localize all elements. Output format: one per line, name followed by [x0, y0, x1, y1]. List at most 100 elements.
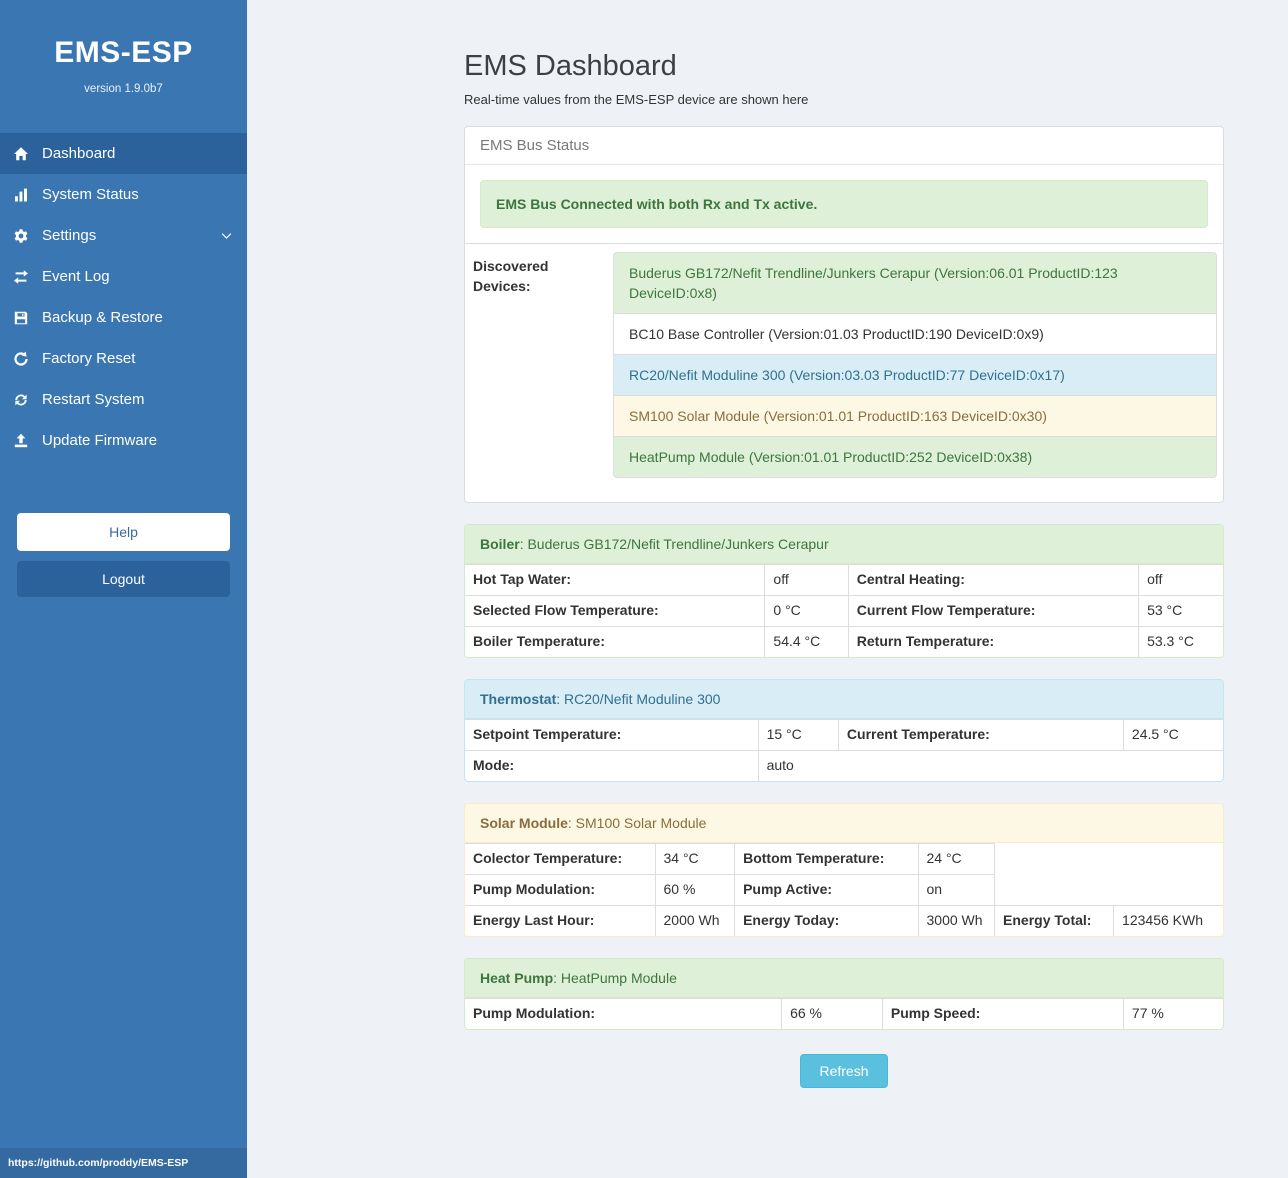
- brand: EMS-ESP version 1.9.0b7: [0, 0, 247, 95]
- field-value: 24.5 °C: [1122, 719, 1223, 750]
- heat-pump-panel-heading: Heat Pump: HeatPump Module: [465, 959, 1223, 998]
- sidebar-item-restart-system[interactable]: Restart System: [0, 379, 247, 420]
- chevron-down-icon: [220, 229, 233, 242]
- field-value: 3000 Wh: [917, 905, 995, 936]
- sidebar-item-label: Update Firmware: [42, 432, 158, 449]
- device-list-item: HeatPump Module (Version:01.01 ProductID…: [613, 436, 1217, 478]
- upload-icon: [12, 432, 29, 449]
- sidebar-item-label: Dashboard: [42, 145, 116, 162]
- panel-device-type: Boiler: [480, 536, 520, 552]
- table-row: Boiler Temperature: 54.4 °C Return Tempe…: [465, 626, 1223, 657]
- field-value: 123456 KWh: [1113, 905, 1223, 936]
- app-title: EMS-ESP: [54, 36, 193, 69]
- panel-device-type: Thermostat: [480, 691, 557, 707]
- sidebar-item-backup-restore[interactable]: Backup & Restore: [0, 297, 247, 338]
- device-list-item: Buderus GB172/Nefit Trendline/Junkers Ce…: [613, 252, 1217, 314]
- heat-pump-panel: Heat Pump: HeatPump Module Pump Modulati…: [464, 958, 1224, 1030]
- panel-device-model: : HeatPump Module: [553, 970, 677, 986]
- field-label: Colector Temperature:: [465, 843, 655, 874]
- sidebar-item-system-status[interactable]: System Status: [0, 174, 247, 215]
- discovered-devices-label: Discovered Devices:: [473, 258, 549, 295]
- logout-button[interactable]: Logout: [17, 561, 230, 597]
- table-row: Hot Tap Water: off Central Heating: off: [465, 564, 1223, 595]
- device-list-item: BC10 Base Controller (Version:01.03 Prod…: [613, 313, 1217, 355]
- sidebar-buttons: Help Logout: [17, 513, 230, 597]
- field-label: Pump Modulation:: [465, 874, 655, 905]
- table-row: Energy Last Hour: 2000 Wh Energy Today: …: [465, 905, 1223, 936]
- sidebar-item-dashboard[interactable]: Dashboard: [0, 133, 247, 174]
- sidebar-item-event-log[interactable]: Event Log: [0, 256, 247, 297]
- page-title: EMS Dashboard: [464, 50, 677, 82]
- exchange-icon: [12, 268, 29, 285]
- table-row: Pump Modulation: 60 % Pump Active: on: [465, 874, 1223, 905]
- sidebar-item-label: Event Log: [42, 268, 110, 285]
- field-value: 34 °C: [654, 843, 735, 874]
- sidebar-item-update-firmware[interactable]: Update Firmware: [0, 420, 247, 461]
- field-value: 0 °C: [764, 595, 848, 626]
- field-label: Selected Flow Temperature:: [465, 595, 765, 626]
- device-list-item: SM100 Solar Module (Version:01.01 Produc…: [613, 395, 1217, 437]
- table-row: Setpoint Temperature: 15 °C Current Temp…: [465, 719, 1223, 750]
- save-icon: [12, 309, 29, 326]
- panel-device-type: Solar Module: [480, 815, 568, 831]
- ems-bus-status-panel: EMS Bus Status EMS Bus Connected with bo…: [464, 126, 1224, 503]
- boiler-panel: Boiler: Buderus GB172/Nefit Trendline/Ju…: [464, 524, 1224, 658]
- field-label: Boiler Temperature:: [465, 626, 765, 657]
- field-value: 15 °C: [757, 719, 838, 750]
- table-row: Pump Modulation: 66 % Pump Speed: 77 %: [465, 998, 1223, 1029]
- field-label: Hot Tap Water:: [465, 564, 765, 595]
- field-value: 54.4 °C: [764, 626, 848, 657]
- sidebar: EMS-ESP version 1.9.0b7 Dashboard System…: [0, 0, 247, 1178]
- help-button[interactable]: Help: [17, 513, 230, 551]
- field-label: Energy Today:: [734, 905, 918, 936]
- sidebar-item-factory-reset[interactable]: Factory Reset: [0, 338, 247, 379]
- sidebar-item-label: Backup & Restore: [42, 309, 163, 326]
- boiler-panel-heading: Boiler: Buderus GB172/Nefit Trendline/Ju…: [465, 525, 1223, 564]
- field-value: 2000 Wh: [654, 905, 735, 936]
- field-label: Pump Active:: [734, 874, 918, 905]
- sidebar-item-label: Settings: [42, 227, 97, 244]
- sidebar-item-settings[interactable]: Settings: [0, 215, 247, 256]
- field-label: Return Temperature:: [847, 626, 1139, 657]
- solar-module-panel: Solar Module: SM100 Solar Module Colecto…: [464, 803, 1224, 937]
- field-label: Bottom Temperature:: [734, 843, 918, 874]
- refresh-button-container: Refresh: [464, 1051, 1224, 1128]
- field-value: on: [917, 874, 995, 905]
- panel-device-type: Heat Pump: [480, 970, 554, 986]
- field-value: 60 %: [654, 874, 735, 905]
- bus-connected-alert: EMS Bus Connected with both Rx and Tx ac…: [480, 180, 1208, 228]
- panel-device-model: : Buderus GB172/Nefit Trendline/Junkers …: [519, 536, 829, 552]
- app-version: version 1.9.0b7: [84, 83, 163, 95]
- panel-device-model: : RC20/Nefit Moduline 300: [556, 691, 721, 707]
- field-value: auto: [757, 750, 1223, 781]
- table-row: Colector Temperature: 34 °C Bottom Tempe…: [465, 843, 1223, 874]
- thermostat-panel: Thermostat: RC20/Nefit Moduline 300 Setp…: [464, 679, 1224, 782]
- bar-chart-icon: [12, 186, 29, 203]
- field-value: 24 °C: [917, 843, 995, 874]
- sidebar-item-label: Restart System: [42, 391, 145, 408]
- field-value: 53.3 °C: [1138, 626, 1223, 657]
- page-subtitle: Real-time values from the EMS-ESP device…: [464, 92, 809, 107]
- github-link[interactable]: https://github.com/proddy/EMS-ESP: [0, 1148, 247, 1178]
- field-value: 53 °C: [1138, 595, 1223, 626]
- field-value: 77 %: [1122, 998, 1223, 1029]
- empty-cell: [994, 874, 1223, 905]
- field-value: off: [1138, 564, 1223, 595]
- thermostat-panel-heading: Thermostat: RC20/Nefit Moduline 300: [465, 680, 1223, 719]
- field-label: Energy Total:: [994, 905, 1114, 936]
- field-label: Pump Speed:: [881, 998, 1123, 1029]
- field-label: Current Temperature:: [837, 719, 1123, 750]
- sidebar-nav: Dashboard System Status Settings Event L…: [0, 133, 247, 461]
- empty-cell: [994, 843, 1223, 874]
- sidebar-item-label: System Status: [42, 186, 139, 203]
- restart-icon: [12, 391, 29, 408]
- discovered-devices-row: Discovered Devices: Buderus GB172/Nefit …: [465, 243, 1223, 502]
- home-icon: [12, 145, 29, 162]
- table-row: Mode: auto: [465, 750, 1223, 781]
- field-label: Pump Modulation:: [465, 998, 782, 1029]
- field-label: Current Flow Temperature:: [847, 595, 1139, 626]
- main-content: EMS Dashboard Real-time values from the …: [247, 0, 1288, 1128]
- refresh-button[interactable]: Refresh: [800, 1054, 888, 1088]
- field-value: off: [764, 564, 848, 595]
- field-value: 66 %: [781, 998, 882, 1029]
